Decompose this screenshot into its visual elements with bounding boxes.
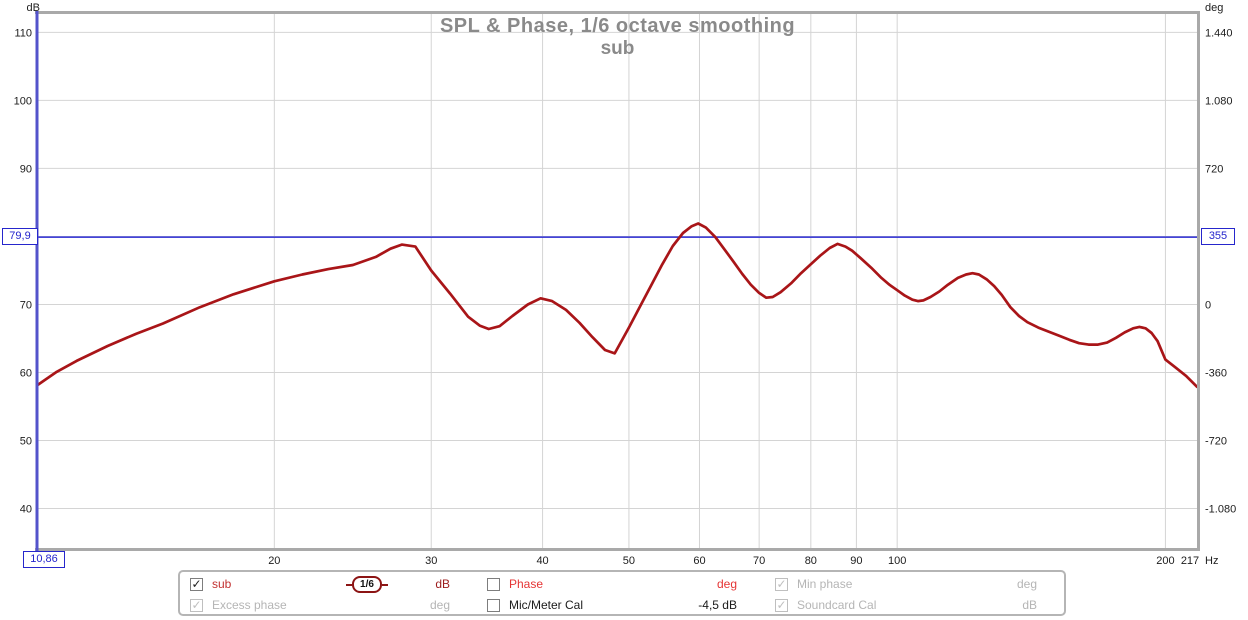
- y-right-tick-label: 1.080: [1205, 95, 1233, 107]
- checkbox-soundcard-cal[interactable]: ✓: [775, 599, 788, 612]
- label-excess-phase: Excess phase: [212, 598, 287, 612]
- x-end-tick-label: 217: [1181, 555, 1199, 567]
- trace-controls-bar: ✓ sub 1/6 dB Phase deg ✓ Min phase deg ✓…: [178, 570, 1066, 616]
- badge-left-dash: [346, 583, 352, 586]
- x-tick-label: 200: [1156, 555, 1174, 567]
- x-tick-label: 50: [623, 555, 635, 567]
- label-min-phase: Min phase: [797, 577, 853, 591]
- y-left-tick-label: 100: [14, 95, 32, 107]
- checkmark-icon: ✓: [776, 577, 787, 591]
- y-left-tick-label: 110: [14, 27, 32, 39]
- y-left-tick-label: 90: [20, 163, 32, 175]
- y-right-tick-label: -1.080: [1205, 504, 1236, 516]
- checkbox-sub[interactable]: ✓: [190, 578, 203, 591]
- cursor-phase-readout: 355: [1201, 228, 1235, 245]
- x-tick-label: 70: [753, 555, 765, 567]
- unit-excess-phase-deg: deg: [429, 598, 450, 612]
- y-right-tick-label: -720: [1205, 436, 1227, 448]
- x-tick-label: 100: [888, 555, 906, 567]
- label-phase: Phase: [509, 577, 544, 591]
- y-left-tick-label: 70: [20, 299, 32, 311]
- smoothing-value: 1/6: [352, 576, 382, 593]
- x-tick-label: 90: [850, 555, 862, 567]
- checkbox-phase[interactable]: [487, 578, 500, 591]
- unit-soundcard-db: dB: [1022, 598, 1037, 612]
- spl-trace-sub: [36, 222, 1199, 389]
- checkbox-excess-phase[interactable]: ✓: [190, 599, 203, 612]
- label-sub: sub: [212, 577, 232, 591]
- y-right-tick-label: 1.440: [1205, 27, 1233, 39]
- label-soundcard-cal: Soundcard Cal: [797, 598, 877, 612]
- cursor-spl-readout: 79,9: [2, 228, 38, 245]
- x-tick-label: 30: [425, 555, 437, 567]
- smoothing-badge[interactable]: 1/6: [346, 576, 388, 593]
- checkbox-min-phase[interactable]: ✓: [775, 578, 788, 591]
- y-right-tick-label: -360: [1205, 367, 1227, 379]
- y-right-tick-label: 720: [1205, 163, 1223, 175]
- y-left-axis-unit: dB: [27, 2, 40, 14]
- checkbox-mic-meter-cal[interactable]: [487, 599, 500, 612]
- y-left-tick-label: 40: [20, 504, 32, 516]
- cursor-frequency-readout: 10,86: [23, 551, 65, 568]
- y-right-tick-label: 0: [1205, 299, 1211, 311]
- x-tick-label: 20: [268, 555, 280, 567]
- value-mic-cal-offset: -4,5 dB: [698, 598, 737, 612]
- unit-spl-db: dB: [435, 577, 450, 591]
- x-tick-label: 80: [805, 555, 817, 567]
- x-tick-label: 60: [693, 555, 705, 567]
- checkmark-icon: ✓: [191, 598, 202, 612]
- x-tick-label: 40: [536, 555, 548, 567]
- y-left-tick-label: 60: [20, 367, 32, 379]
- badge-right-dash: [382, 583, 388, 586]
- checkmark-icon: ✓: [191, 577, 202, 591]
- unit-min-phase-deg: deg: [1016, 577, 1037, 591]
- label-mic-meter-cal: Mic/Meter Cal: [509, 598, 584, 612]
- x-axis-unit: Hz: [1205, 555, 1218, 567]
- y-right-axis-unit: deg: [1205, 2, 1223, 14]
- y-left-tick-label: 50: [20, 436, 32, 448]
- checkmark-icon: ✓: [776, 598, 787, 612]
- unit-phase-deg: deg: [716, 577, 737, 591]
